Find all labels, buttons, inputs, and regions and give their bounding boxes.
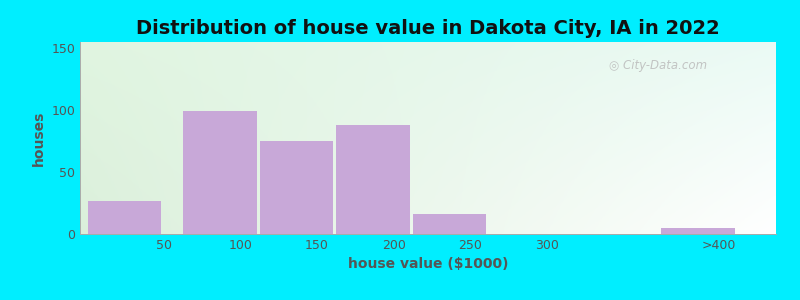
Bar [88, 201, 161, 234]
Title: Distribution of house value in Dakota City, IA in 2022: Distribution of house value in Dakota Ci… [136, 19, 720, 38]
Bar [662, 228, 734, 234]
Y-axis label: houses: houses [32, 110, 46, 166]
Bar [260, 141, 333, 234]
Bar [336, 125, 410, 234]
Bar [183, 111, 257, 234]
X-axis label: house value ($1000): house value ($1000) [348, 257, 508, 272]
Text: ◎ City-Data.com: ◎ City-Data.com [609, 58, 707, 71]
Bar [413, 214, 486, 234]
